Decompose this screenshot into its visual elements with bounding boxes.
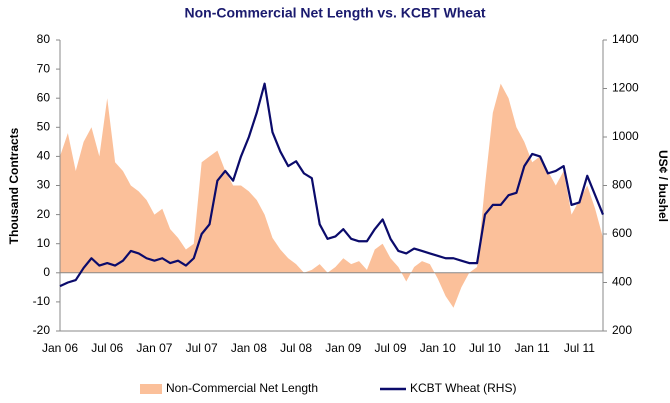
legend-label: Non-Commercial Net Length: [166, 381, 318, 395]
y-axis-title: Thousand Contracts: [7, 127, 21, 244]
line: [59, 82, 605, 288]
legend-label: KCBT Wheat (RHS): [410, 381, 516, 395]
x-tick-label: Jan 11: [515, 341, 550, 355]
x-tick-label: Jul 06: [91, 341, 123, 355]
y-tick-label: 10: [37, 236, 51, 250]
y-tick-label: 0: [43, 265, 50, 279]
y-tick-label: 30: [37, 178, 51, 192]
y2-tick-label: 200: [612, 323, 632, 337]
chart-title: Non-Commercial Net Length vs. KCBT Wheat: [184, 5, 485, 21]
x-tick-label: Jan 09: [325, 341, 361, 355]
x-tick-label: Jul 10: [469, 341, 501, 355]
x-tick-label: Jul 09: [375, 341, 407, 355]
x-tick-label: Jan 06: [42, 341, 78, 355]
y-tick-label: 40: [37, 149, 51, 163]
y2-tick-label: 1200: [612, 81, 639, 95]
y2-axis-title: US¢ / bushel: [656, 150, 670, 222]
y2-tick-label: 1000: [612, 129, 639, 143]
y-tick-label: 70: [37, 61, 51, 75]
x-tick-label: Jan 10: [420, 341, 456, 355]
y-tick-label: 50: [37, 119, 51, 133]
y-tick-label: 80: [37, 32, 51, 46]
y-tick-label: -10: [33, 294, 51, 308]
x-tick-label: Jan 08: [231, 341, 267, 355]
area: [60, 83, 603, 308]
y-tick-label: -20: [33, 323, 51, 337]
y2-tick-label: 1400: [612, 32, 639, 46]
y2-tick-label: 400: [612, 275, 632, 289]
x-tick-label: Jul 07: [186, 341, 218, 355]
x-tick-label: Jul 08: [280, 341, 312, 355]
y2-tick-label: 800: [612, 178, 632, 192]
x-tick-label: Jan 07: [136, 341, 172, 355]
x-tick-label: Jul 11: [564, 341, 595, 355]
y2-tick-label: 600: [612, 226, 632, 240]
y-tick-label: 60: [37, 90, 51, 104]
y-tick-label: 20: [37, 207, 51, 221]
legend-swatch: [140, 384, 162, 394]
